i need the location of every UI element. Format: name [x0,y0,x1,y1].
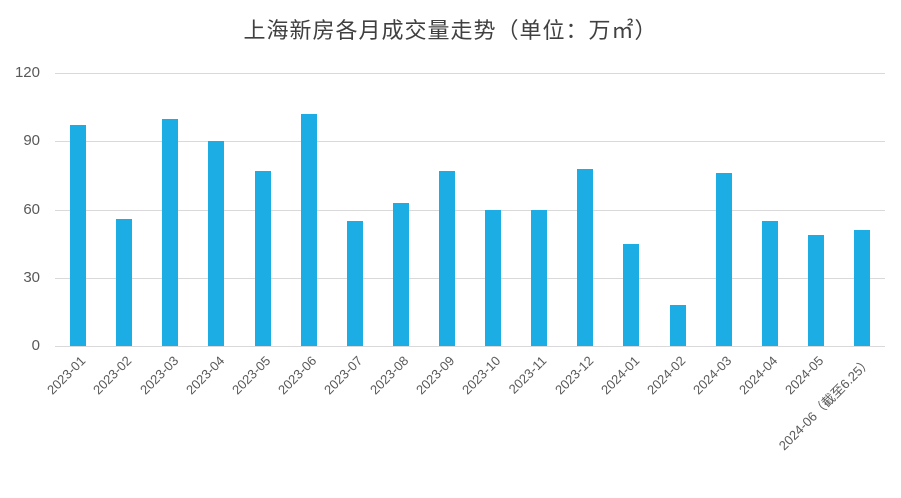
bar-2023-08 [392,202,409,346]
y-tick-label-90: 90 [23,132,40,149]
x-tick-label-2023-08: 2023-08 [367,353,412,398]
bar-2023-12 [577,168,594,346]
x-tick-label-2023-04: 2023-04 [182,353,228,398]
x-tick-label-2024-05: 2024-05 [782,353,827,398]
gridline-30 [55,278,885,279]
x-tick-label-2023-09: 2023-09 [413,353,458,398]
bar-2023-05 [254,170,271,346]
bar-2023-07 [346,220,363,346]
gridline-120 [55,73,885,74]
x-tick-label-2024-06（截至6.25）: 2024-06（截至6.25） [775,354,875,454]
gridline-0 [55,346,885,347]
bar-2024-04 [761,220,778,346]
bar-2024-01 [623,243,640,346]
y-tick-label-120: 120 [14,64,40,81]
bar-2023-06 [300,114,317,346]
bar-2024-02 [669,305,686,346]
x-tick-label-2023-10: 2023-10 [459,353,504,398]
plot-area [55,73,885,347]
y-tick-label-0: 0 [31,337,40,354]
bar-2024-05 [807,234,824,346]
gridline-60 [55,210,885,211]
bar-2023-11 [531,209,548,346]
bar-2023-04 [208,141,225,346]
chart-title: 上海新房各月成交量走势（单位：万㎡） [243,18,658,43]
x-tick-label-2023-07: 2023-07 [320,353,366,398]
bar-2023-01 [70,125,87,346]
x-tick-label-2024-01: 2024-01 [597,353,642,398]
x-tick-label-2023-05: 2023-05 [228,353,274,398]
x-tick-label-2024-02: 2024-02 [643,353,689,398]
y-tick-label-60: 60 [23,201,40,218]
x-tick-label-2024-04: 2024-04 [735,353,781,398]
bar-2024-06（截至6.25） [853,230,870,346]
x-tick-label-2023-03: 2023-03 [136,353,181,398]
bar-2023-03 [162,118,179,346]
bar-2023-09 [438,170,455,346]
x-tick-label-2023-12: 2023-12 [551,353,596,398]
x-tick-label-2023-01: 2023-01 [44,353,89,398]
gridline-90 [55,141,885,142]
x-tick-label-2023-02: 2023-02 [90,353,135,398]
x-tick-label-2023-11: 2023-11 [506,353,550,397]
bar-2023-10 [485,209,502,346]
bar-2023-02 [116,218,133,346]
x-tick-label-2024-03: 2024-03 [689,353,735,398]
x-tick-label-2023-06: 2023-06 [274,353,320,398]
y-tick-label-30: 30 [23,269,40,286]
bar-2024-03 [715,173,732,346]
